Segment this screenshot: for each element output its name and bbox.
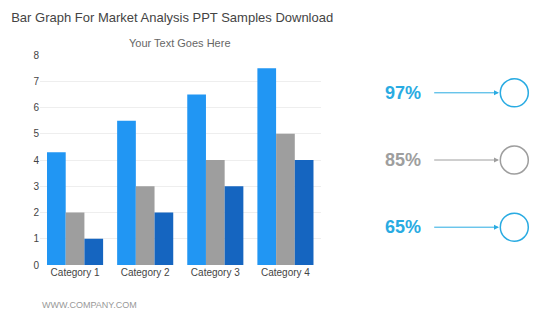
svg-text:85%: 85% [385,150,421,170]
svg-text:Your Text Goes Here: Your Text Goes Here [129,37,231,49]
svg-text:1: 1 [33,233,39,244]
svg-text:Bar Graph For Market Analysis: Bar Graph For Market Analysis PPT Sample… [11,10,333,25]
svg-text:97%: 97% [385,83,421,103]
svg-text:Category 2: Category 2 [121,267,170,278]
svg-text:7: 7 [33,76,39,87]
svg-text:3: 3 [33,181,39,192]
svg-text:4: 4 [33,155,39,166]
svg-text:5: 5 [33,128,39,139]
svg-text:65%: 65% [385,217,421,237]
svg-text:Category 3: Category 3 [191,267,240,278]
svg-text:8: 8 [33,50,39,61]
svg-text:WWW.COMPANY.COM: WWW.COMPANY.COM [42,300,137,310]
svg-text:0: 0 [33,260,39,271]
svg-text:Category 1: Category 1 [51,267,100,278]
svg-text:6: 6 [33,102,39,113]
svg-text:2: 2 [33,207,39,218]
svg-text:Category 4: Category 4 [261,267,310,278]
